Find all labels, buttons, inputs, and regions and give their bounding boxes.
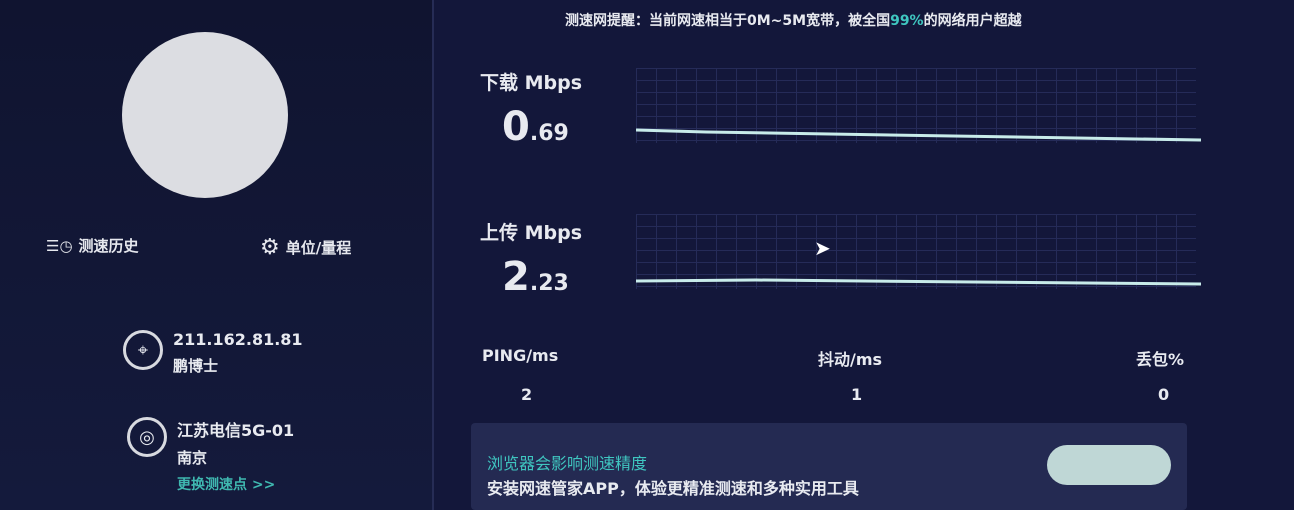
server-info: ◎ 江苏电信5G-01 南京 更换测速点 >>	[127, 417, 294, 494]
ip-info: ⌖ 211.162.81.81 鹏博士	[123, 330, 303, 376]
location-pin-icon: ⌖	[123, 330, 163, 370]
speed-gauge-circle	[122, 32, 288, 198]
download-label: 下载 Mbps	[480, 72, 583, 94]
upload-chart-grid	[636, 214, 1196, 289]
unit-settings-button[interactable]: ⚙ 单位/量程	[260, 235, 352, 260]
result-notice: 测速网提醒：当前网速相当于0M~5M宽带，被全国99%的网络用户超越	[565, 13, 1022, 29]
jitter-value: 1	[851, 385, 863, 404]
upload-label: 上传 Mbps	[480, 222, 583, 244]
ping-label: PING/ms	[482, 346, 559, 365]
loss-label: 丢包%	[1136, 350, 1185, 369]
upload-chart-line	[636, 278, 1201, 286]
upload-value: 2.23	[502, 254, 569, 300]
app-promo-banner: 浏览器会影响测速精度 安装网速管家APP，体验更精准测速和多种实用工具	[471, 423, 1187, 510]
install-app-button[interactable]	[1047, 445, 1171, 485]
ping-value: 2	[521, 385, 533, 404]
divider	[432, 0, 434, 510]
mouse-cursor-icon: ➤	[814, 236, 831, 260]
history-icon: ☰◷	[46, 236, 73, 255]
gear-icon: ⚙	[260, 235, 280, 260]
loss-value: 0	[1158, 385, 1170, 404]
download-chart-line	[636, 128, 1201, 142]
globe-icon: ◎	[127, 417, 167, 457]
jitter-label: 抖动/ms	[818, 350, 883, 369]
history-button[interactable]: ☰◷ 测速历史	[46, 236, 139, 256]
download-value: 0.69	[502, 104, 569, 150]
download-chart-grid	[636, 68, 1196, 143]
change-server-link[interactable]: 更换测速点 >>	[177, 477, 276, 493]
